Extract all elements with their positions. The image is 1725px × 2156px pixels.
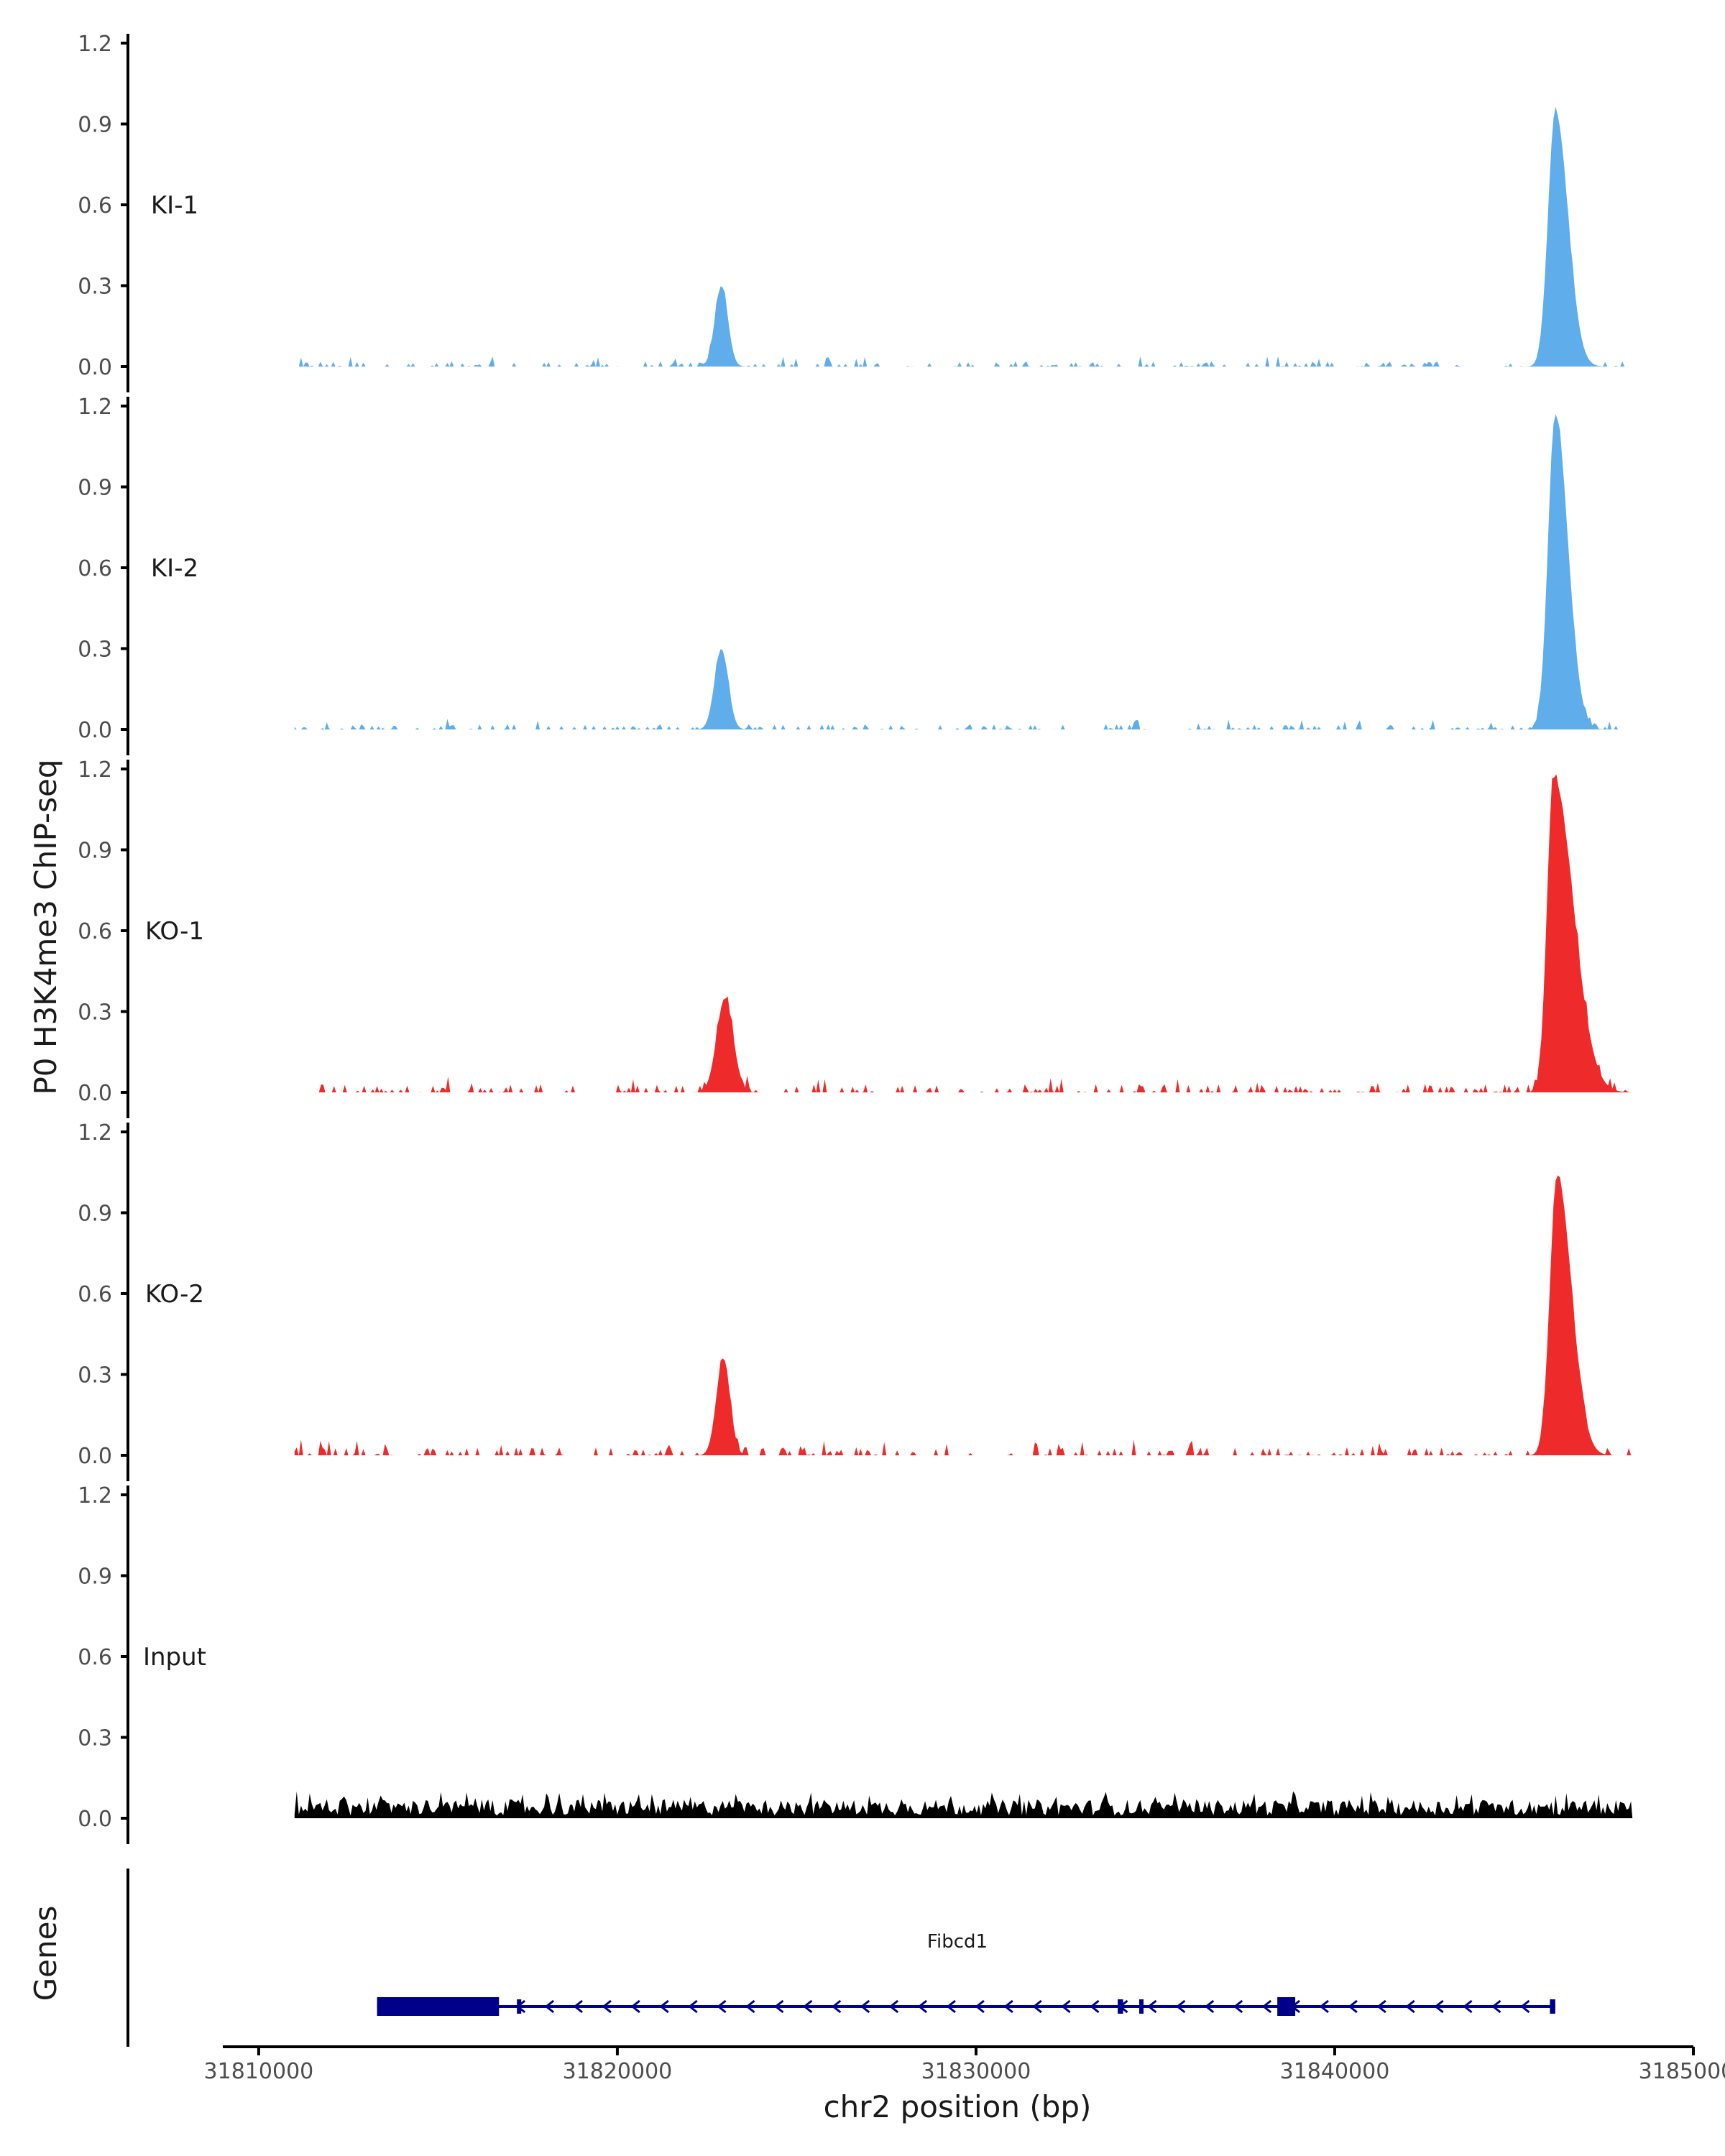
- strand-chevron: [1032, 1999, 1042, 2014]
- y-tick-label: 1.2: [78, 757, 112, 783]
- x-tick-label: 31810000: [204, 2059, 314, 2084]
- y-tick-label: 0.0: [78, 355, 112, 380]
- signal-tracks: 0.00.30.60.91.2KI-10.00.30.60.91.2KI-20.…: [78, 32, 1633, 1844]
- strand-chevron: [1090, 1999, 1100, 2014]
- y-tick-label: 0.3: [78, 1363, 112, 1388]
- y-tick-label: 0.0: [78, 1444, 112, 1469]
- y-tick-label: 1.2: [78, 1120, 112, 1146]
- strand-chevron: [1463, 1999, 1473, 2014]
- x-tick-label: 31850000: [1639, 2059, 1725, 2084]
- y-tick-label: 1.2: [78, 1483, 112, 1508]
- track-ki-2: 0.0 0.3 0.6 0.9 1.2 KI-2: [78, 395, 1622, 755]
- strand-chevron: [831, 1999, 842, 2014]
- strand-chevron: [774, 1999, 784, 2014]
- genes-track-label: Genes: [28, 1906, 63, 2001]
- strand-chevron: [544, 1999, 555, 2014]
- x-tick-label: 31830000: [921, 2059, 1031, 2084]
- strand-chevron: [717, 1999, 727, 2014]
- strand-chevron: [688, 1999, 698, 2014]
- gene-name-label: Fibcd1: [927, 1931, 988, 1953]
- strand-chevron: [1348, 1999, 1358, 2014]
- gene-exon: [1118, 1999, 1123, 2014]
- y-tick-label: 0.3: [78, 1000, 112, 1026]
- gene-exon: [1139, 1999, 1144, 2014]
- y-tick-label: 0.6: [78, 919, 112, 944]
- gene-exon: [1550, 1999, 1555, 2014]
- gene-model: [377, 1997, 1555, 2016]
- y-tick-label: 0.9: [78, 1202, 112, 1227]
- strand-chevron: [1147, 1999, 1157, 2014]
- strand-chevron: [975, 1999, 985, 2014]
- strand-chevron: [573, 1999, 583, 2014]
- y-tick-label: 0.6: [78, 1282, 112, 1307]
- strand-chevron: [946, 1999, 956, 2014]
- signal-area-input: [294, 1791, 1633, 1818]
- signal-area-ki-2: [294, 414, 1622, 729]
- x-tick-label: 31820000: [563, 2059, 673, 2084]
- y-tick-label: 0.3: [78, 275, 112, 300]
- track-label: KI-2: [151, 554, 198, 583]
- strand-chevron: [630, 1999, 640, 2014]
- track-ko-2: 0.0 0.3 0.6 0.9 1.2 KO-2: [78, 1120, 1633, 1481]
- strand-chevron: [745, 1999, 755, 2014]
- gene-exon: [377, 1997, 500, 2016]
- track-input: 0.0 0.3 0.6 0.9 1.2 Input: [78, 1483, 1633, 1844]
- y-tick-label: 1.2: [78, 32, 112, 57]
- strand-chevron: [1434, 1999, 1444, 2014]
- strand-chevron: [1061, 1999, 1071, 2014]
- strand-chevron: [1520, 1999, 1530, 2014]
- track-ko-1: 0.0 0.3 0.6 0.9 1.2 KO-1: [78, 757, 1633, 1118]
- strand-chevron: [917, 1999, 928, 2014]
- y-axis-title: P0 H3K4me3 ChIP-seq: [28, 759, 63, 1095]
- y-tick-label: 0.9: [78, 839, 112, 864]
- strand-chevron: [659, 1999, 669, 2014]
- signal-area-ko-2: [294, 1175, 1633, 1455]
- y-tick-label: 0.6: [78, 1645, 112, 1670]
- y-tick-label: 0.6: [78, 193, 112, 218]
- signal-area-ki-1: [294, 106, 1633, 367]
- strand-chevron: [1491, 1999, 1501, 2014]
- y-tick-label: 0.9: [78, 113, 112, 138]
- x-axis-title: chr2 position (bp): [824, 2089, 1092, 2124]
- x-axis: 31810000 31820000 31830000 31840000 31850000: [204, 2045, 1725, 2084]
- track-ki-1: 0.0 0.3 0.6 0.9 1.2 KI-1: [78, 32, 1633, 392]
- signal-area-ko-1: [312, 774, 1633, 1092]
- gene-exon: [1277, 1997, 1296, 2016]
- strand-chevron: [860, 1999, 870, 2014]
- y-tick-label: 0.3: [78, 637, 112, 663]
- strand-chevron: [888, 1999, 899, 2014]
- track-label: KI-1: [151, 191, 198, 220]
- y-tick-label: 0.6: [78, 556, 112, 581]
- y-tick-label: 0.0: [78, 1807, 112, 1832]
- genes-track: Genes Fibcd1: [28, 1869, 1555, 2047]
- x-tick-label: 31840000: [1280, 2059, 1390, 2084]
- strand-chevron: [1261, 1999, 1272, 2014]
- track-label: KO-1: [145, 917, 204, 946]
- strand-chevron: [1319, 1999, 1329, 2014]
- strand-chevron: [1376, 1999, 1386, 2014]
- strand-chevron: [1175, 1999, 1186, 2014]
- track-label: Input: [143, 1643, 206, 1672]
- strand-chevron: [602, 1999, 612, 2014]
- strand-chevron: [803, 1999, 813, 2014]
- strand-chevron: [1003, 1999, 1013, 2014]
- y-tick-label: 0.9: [78, 1565, 112, 1590]
- y-tick-label: 0.0: [78, 718, 112, 743]
- gene-exon: [517, 1999, 522, 2014]
- y-tick-label: 0.0: [78, 1081, 112, 1106]
- y-tick-label: 0.9: [78, 476, 112, 501]
- strand-chevron: [1204, 1999, 1215, 2014]
- strand-chevron: [1405, 1999, 1415, 2014]
- strand-chevron: [1233, 1999, 1243, 2014]
- track-label: KO-2: [145, 1280, 204, 1309]
- y-tick-label: 0.3: [78, 1726, 112, 1751]
- y-tick-label: 1.2: [78, 395, 112, 420]
